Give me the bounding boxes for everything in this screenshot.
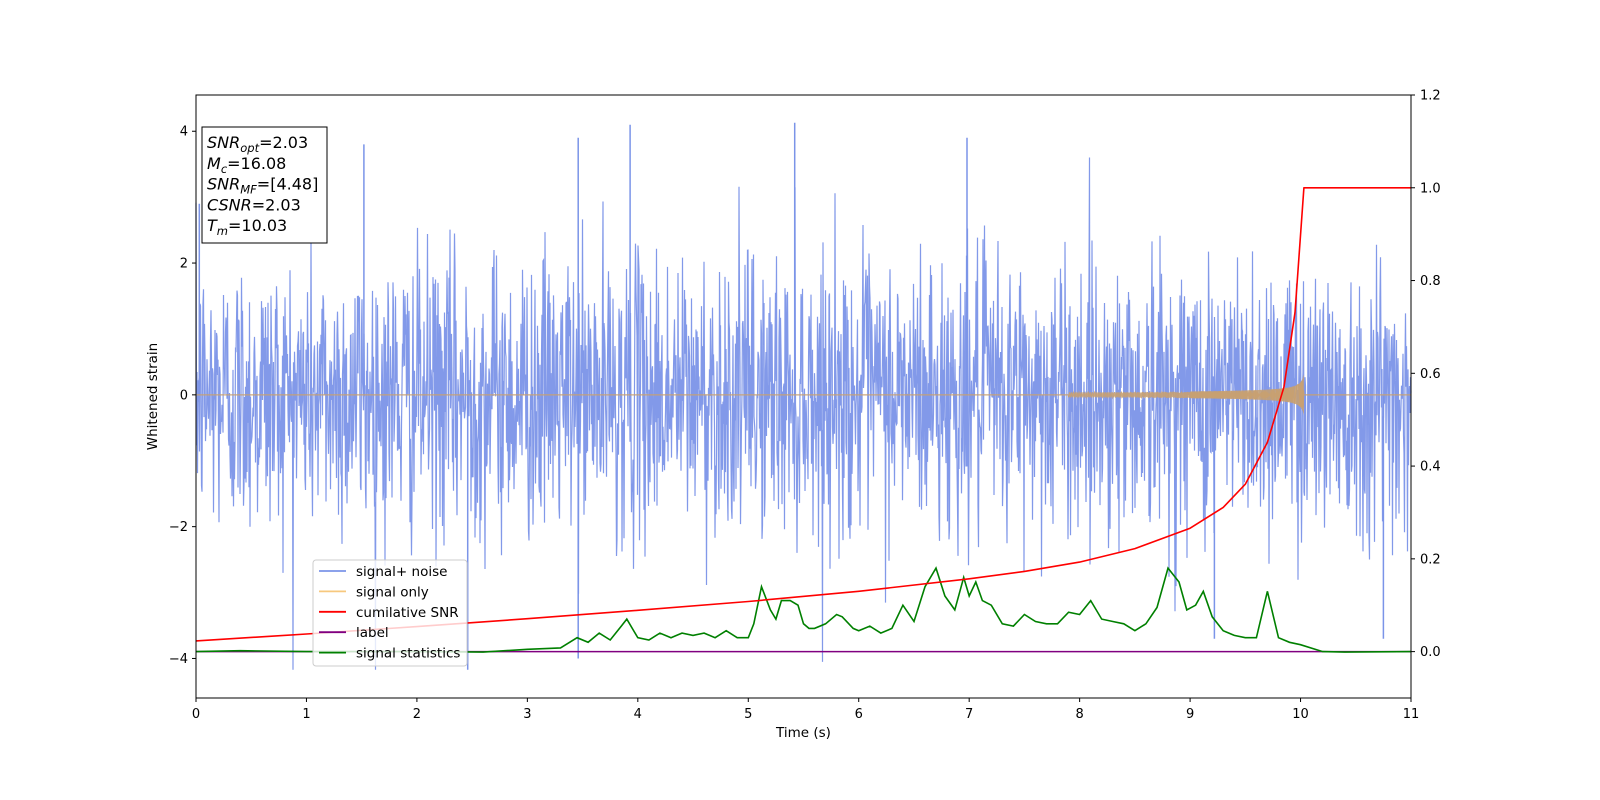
y2-tick-label: 1.2 xyxy=(1420,89,1441,104)
y-tick-label: 4 xyxy=(180,125,188,140)
x-axis-ticks: 0 1 2 3 4 5 6 7 8 9 10 11 xyxy=(192,698,1419,722)
annotation-symbol: M xyxy=(207,154,221,173)
series-signal-noise xyxy=(195,122,1412,670)
y2-tick-label: 0.4 xyxy=(1420,460,1441,475)
annotation-line: SNRopt=2.03 xyxy=(207,133,308,155)
x-tick-label: 0 xyxy=(192,707,200,722)
signal-noise-line xyxy=(195,157,1412,670)
parameter-annotation-box: SNRopt=2.03Mc=16.08SNRMF=[4.48]CSNR=2.03… xyxy=(201,126,328,244)
legend-label: cumilative SNR xyxy=(356,605,459,621)
y2-tick-label: 0.0 xyxy=(1420,645,1441,660)
x-tick-label: 9 xyxy=(1186,707,1194,722)
x-tick-label: 8 xyxy=(1075,707,1083,722)
x-tick-label: 7 xyxy=(965,707,973,722)
y2-tick-label: 0.6 xyxy=(1420,367,1441,382)
y-tick-label: 0 xyxy=(180,388,188,403)
annotation-symbol: CSNR xyxy=(207,195,252,214)
y-tick-label: 2 xyxy=(180,257,188,272)
legend-frame xyxy=(312,559,468,667)
axes-frame xyxy=(195,94,1412,699)
annotation-symbol: SNR xyxy=(207,133,240,152)
x-tick-label: 6 xyxy=(855,707,863,722)
legend: signal+ noise signal only cumilative SNR la… xyxy=(312,559,468,667)
legend-label: signal statistics xyxy=(356,646,460,662)
y2-tick-label: 1.0 xyxy=(1420,181,1441,196)
annotation-subscript: opt xyxy=(240,141,259,155)
annotation-value: =2.03 xyxy=(252,195,301,214)
x-tick-label: 2 xyxy=(413,707,421,722)
cumulative-snr-line xyxy=(195,187,1411,642)
x-tick-label: 3 xyxy=(523,707,531,722)
annotation-subscript: MF xyxy=(240,183,257,197)
x-axis-label: Time (s) xyxy=(775,725,831,741)
annotation-line: Tm=10.03 xyxy=(207,216,287,238)
annotation-symbol: T xyxy=(207,216,218,235)
annotation-symbol: SNR xyxy=(207,175,240,194)
annotation-line: CSNR=2.03 xyxy=(207,195,301,214)
y-tick-label: −2 xyxy=(169,520,188,535)
annotation-value: =10.03 xyxy=(228,216,287,235)
annotation-value: =[4.48] xyxy=(257,175,319,194)
annotation-subscript: c xyxy=(221,162,228,176)
annotation-subscript: m xyxy=(217,224,228,238)
legend-label: label xyxy=(356,625,389,641)
x-tick-label: 10 xyxy=(1292,707,1309,722)
x-tick-label: 5 xyxy=(744,707,752,722)
y-axis-right-ticks: 1.2 1.0 0.8 0.6 0.4 0.2 0.0 xyxy=(1411,89,1441,660)
x-tick-label: 4 xyxy=(634,707,642,722)
x-tick-label: 1 xyxy=(302,707,310,722)
annotation-box-frame xyxy=(201,126,328,244)
signal-statistics-line xyxy=(195,566,1412,653)
signal-only-envelope xyxy=(1190,374,1304,416)
signal-noise-peaks xyxy=(198,122,1385,670)
y-axis-label: Whitened strain xyxy=(145,343,161,450)
y-tick-label: −4 xyxy=(169,652,188,667)
annotation-line: Mc=16.08 xyxy=(207,154,286,176)
x-tick-label: 11 xyxy=(1403,707,1420,722)
annotation-value: =2.03 xyxy=(259,133,308,152)
y2-tick-label: 0.2 xyxy=(1420,552,1441,567)
legend-label: signal+ noise xyxy=(356,564,447,580)
legend-label: signal only xyxy=(356,584,429,600)
y2-tick-label: 0.8 xyxy=(1420,274,1441,289)
annotation-line: SNRMF=[4.48] xyxy=(207,175,318,197)
series-signal-only xyxy=(196,374,1411,416)
annotation-value: =16.08 xyxy=(227,154,286,173)
y-axis-left-ticks: 4 2 0 −2 −4 xyxy=(169,125,196,667)
